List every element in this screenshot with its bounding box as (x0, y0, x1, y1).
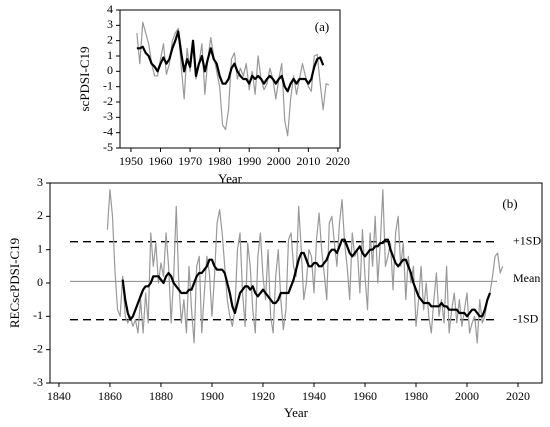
y-tick-label: -2 (33, 341, 43, 355)
y-tick-label: 0 (37, 275, 43, 289)
data-line (136, 30, 325, 93)
y-tick-label: 0 (107, 63, 113, 77)
y-tick-label: 2 (107, 32, 113, 46)
x-tick-label: 2000 (455, 389, 479, 403)
x-tick-label: 1970 (178, 154, 202, 168)
plot-frame (49, 182, 543, 384)
y-tick-label: -5 (103, 140, 113, 154)
x-tick-label: 1840 (47, 389, 71, 403)
y-axis-title: scPDSI-C19 (77, 46, 92, 111)
reference-label: +1SD (513, 233, 541, 247)
reference-label: Mean (513, 271, 540, 285)
y-tick-label: 1 (37, 241, 43, 255)
y-tick-label: 2 (37, 208, 43, 222)
x-tick-label: 1980 (404, 389, 428, 403)
x-tick-label: 1960 (353, 389, 377, 403)
x-tick-label: 1880 (149, 389, 173, 403)
data-line (136, 21, 330, 137)
y-tick-label: 4 (107, 2, 113, 16)
y-tick-label: -3 (33, 375, 43, 389)
y-tick-label: 3 (37, 175, 43, 189)
panel-label: (b) (502, 196, 517, 211)
y-tick-label: -2 (103, 94, 113, 108)
x-tick-label: 2010 (296, 154, 320, 168)
x-tick-label: 1920 (251, 389, 275, 403)
x-tick-label: 1950 (119, 154, 143, 168)
x-tick-label: 1980 (208, 154, 232, 168)
x-tick-label: 2020 (326, 154, 350, 168)
y-tick-label: -1 (103, 78, 113, 92)
x-tick-label: 1860 (98, 389, 122, 403)
x-tick-label: 1990 (237, 154, 261, 168)
y-tick-label: -4 (103, 124, 113, 138)
x-axis-title: Year (284, 405, 309, 420)
reference-label: -1SD (513, 311, 539, 325)
x-axis-title: Year (218, 171, 243, 186)
x-tick-label: 2020 (506, 389, 530, 403)
x-tick-label: 2000 (267, 154, 291, 168)
x-tick-label: 1900 (200, 389, 224, 403)
data-line (121, 238, 491, 321)
y-tick-label: -3 (103, 109, 113, 123)
panel-label: (a) (315, 19, 329, 34)
plot-frame (119, 9, 341, 149)
x-tick-label: 1940 (302, 389, 326, 403)
y-tick-label: 3 (107, 17, 113, 31)
x-tick-label: 1960 (149, 154, 173, 168)
y-tick-label: 1 (107, 48, 113, 62)
y-tick-label: -1 (33, 308, 43, 322)
y-axis-title: RECscPDSI-C19 (7, 238, 22, 328)
